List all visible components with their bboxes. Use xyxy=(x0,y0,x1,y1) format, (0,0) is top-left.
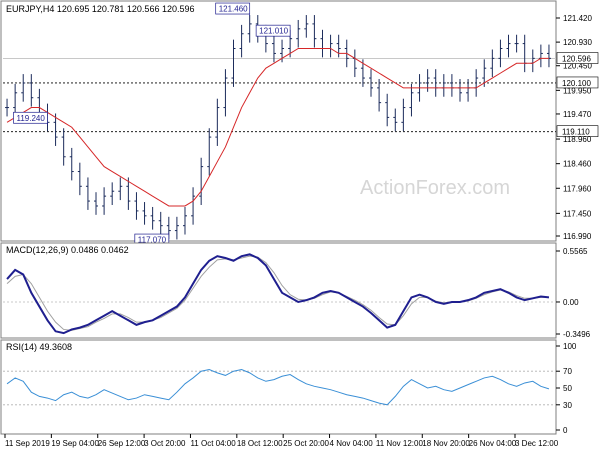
current-price-box xyxy=(556,52,599,64)
price-y-tick-label: 120.450 xyxy=(563,62,592,71)
price-callouts: 121.460 121.010 119.240 117.070 xyxy=(13,2,291,246)
price-callout-label: 117.070 xyxy=(138,236,167,245)
macd-y-axis: 0.5565 0.00 -0.3496 xyxy=(556,247,591,339)
rsi-panel-frame xyxy=(0,339,557,435)
watermark: ActionForex.com xyxy=(360,177,510,199)
rsi-y-tick-label: 100 xyxy=(563,342,577,351)
price-y-tick-label: 117.960 xyxy=(563,184,592,193)
time-tick-label: 18 Oct 12:00 xyxy=(237,439,283,448)
price-callout-box xyxy=(255,24,291,37)
price-callout-label: 119.240 xyxy=(16,114,45,123)
time-tick-label: 11 Sep 2019 xyxy=(5,439,50,448)
price-y-tick-label: 117.450 xyxy=(563,209,592,218)
price-y-tick-label: 121.420 xyxy=(563,14,592,23)
price-callout-label: 121.010 xyxy=(259,27,288,36)
price-y-tick-label: 119.470 xyxy=(563,110,592,119)
macd-main-line xyxy=(6,253,550,335)
price-y-axis: 121.420 120.930 120.450 119.950 119.470 118.9… xyxy=(556,14,599,241)
macd-header: MACD(12,26,9) 0.0486 0.0462 xyxy=(6,245,129,255)
price-level-label: 120.100 xyxy=(562,79,591,88)
rsi-header: RSI(14) 49.3608 xyxy=(6,342,72,352)
price-y-tick-label: 116.990 xyxy=(563,232,592,241)
time-tick-label: 3 Oct 20:00 xyxy=(144,439,186,448)
price-level-box xyxy=(556,76,599,89)
macd-panel: MACD(12,26,9) 0.0486 0.0462 0.5565 0.00 -0… xyxy=(0,242,591,339)
price-y-tick-label: 118.960 xyxy=(563,135,592,144)
time-tick-label: 18 Nov 20:00 xyxy=(422,439,470,448)
price-y-tick-label: 118.460 xyxy=(563,160,592,169)
macd-y-tick-label: -0.3496 xyxy=(563,330,591,339)
rsi-y-tick-label: 70 xyxy=(563,367,572,376)
rsi-panel: RSI(14) 49.3608 100 70 50 30 0 xyxy=(0,339,577,435)
time-tick-label: 19 Sep 04:00 xyxy=(51,439,99,448)
price-level-box xyxy=(556,125,599,137)
price-header: EURJPY,H4 120.695 120.781 120.566 120.59… xyxy=(6,4,195,14)
rsi-line xyxy=(6,368,550,406)
price-callout-box xyxy=(13,111,48,124)
price-panel-frame xyxy=(0,0,557,242)
moving-average-line xyxy=(6,48,549,207)
price-y-tick-label: 120.930 xyxy=(563,38,592,47)
price-panel: EURJPY,H4 120.695 120.781 120.566 120.59… xyxy=(0,0,599,246)
price-callout-label: 121.460 xyxy=(219,5,248,14)
rsi-y-axis: 100 70 50 30 0 xyxy=(556,342,577,435)
time-tick-label: 26 Sep 12:00 xyxy=(98,439,146,448)
time-tick-label: 25 Oct 20:00 xyxy=(283,439,329,448)
time-tick-label: 4 Nov 04:00 xyxy=(330,439,374,448)
macd-panel-frame xyxy=(0,242,557,339)
price-y-tick-label: 119.950 xyxy=(563,86,592,95)
time-tick-label: 11 Nov 12:00 xyxy=(376,439,424,448)
price-level-lines: 120.100 119.110 xyxy=(3,76,599,137)
rsi-y-tick-label: 30 xyxy=(563,401,572,410)
time-tick-label: 26 Nov 04:00 xyxy=(469,439,517,448)
time-tick-label: 11 Oct 04:00 xyxy=(190,439,236,448)
current-price-label: 120.596 xyxy=(562,55,591,64)
rsi-reference-lines xyxy=(3,370,556,406)
price-level-label: 119.110 xyxy=(562,128,590,137)
macd-y-tick-label: 0.5565 xyxy=(563,247,588,256)
rsi-y-tick-label: 50 xyxy=(563,384,572,393)
rsi-y-tick-label: 0 xyxy=(563,426,568,435)
price-callout-box xyxy=(215,2,251,15)
macd-y-tick-label: 0.00 xyxy=(563,298,579,307)
time-tick-label: 3 Dec 12:00 xyxy=(515,439,559,448)
